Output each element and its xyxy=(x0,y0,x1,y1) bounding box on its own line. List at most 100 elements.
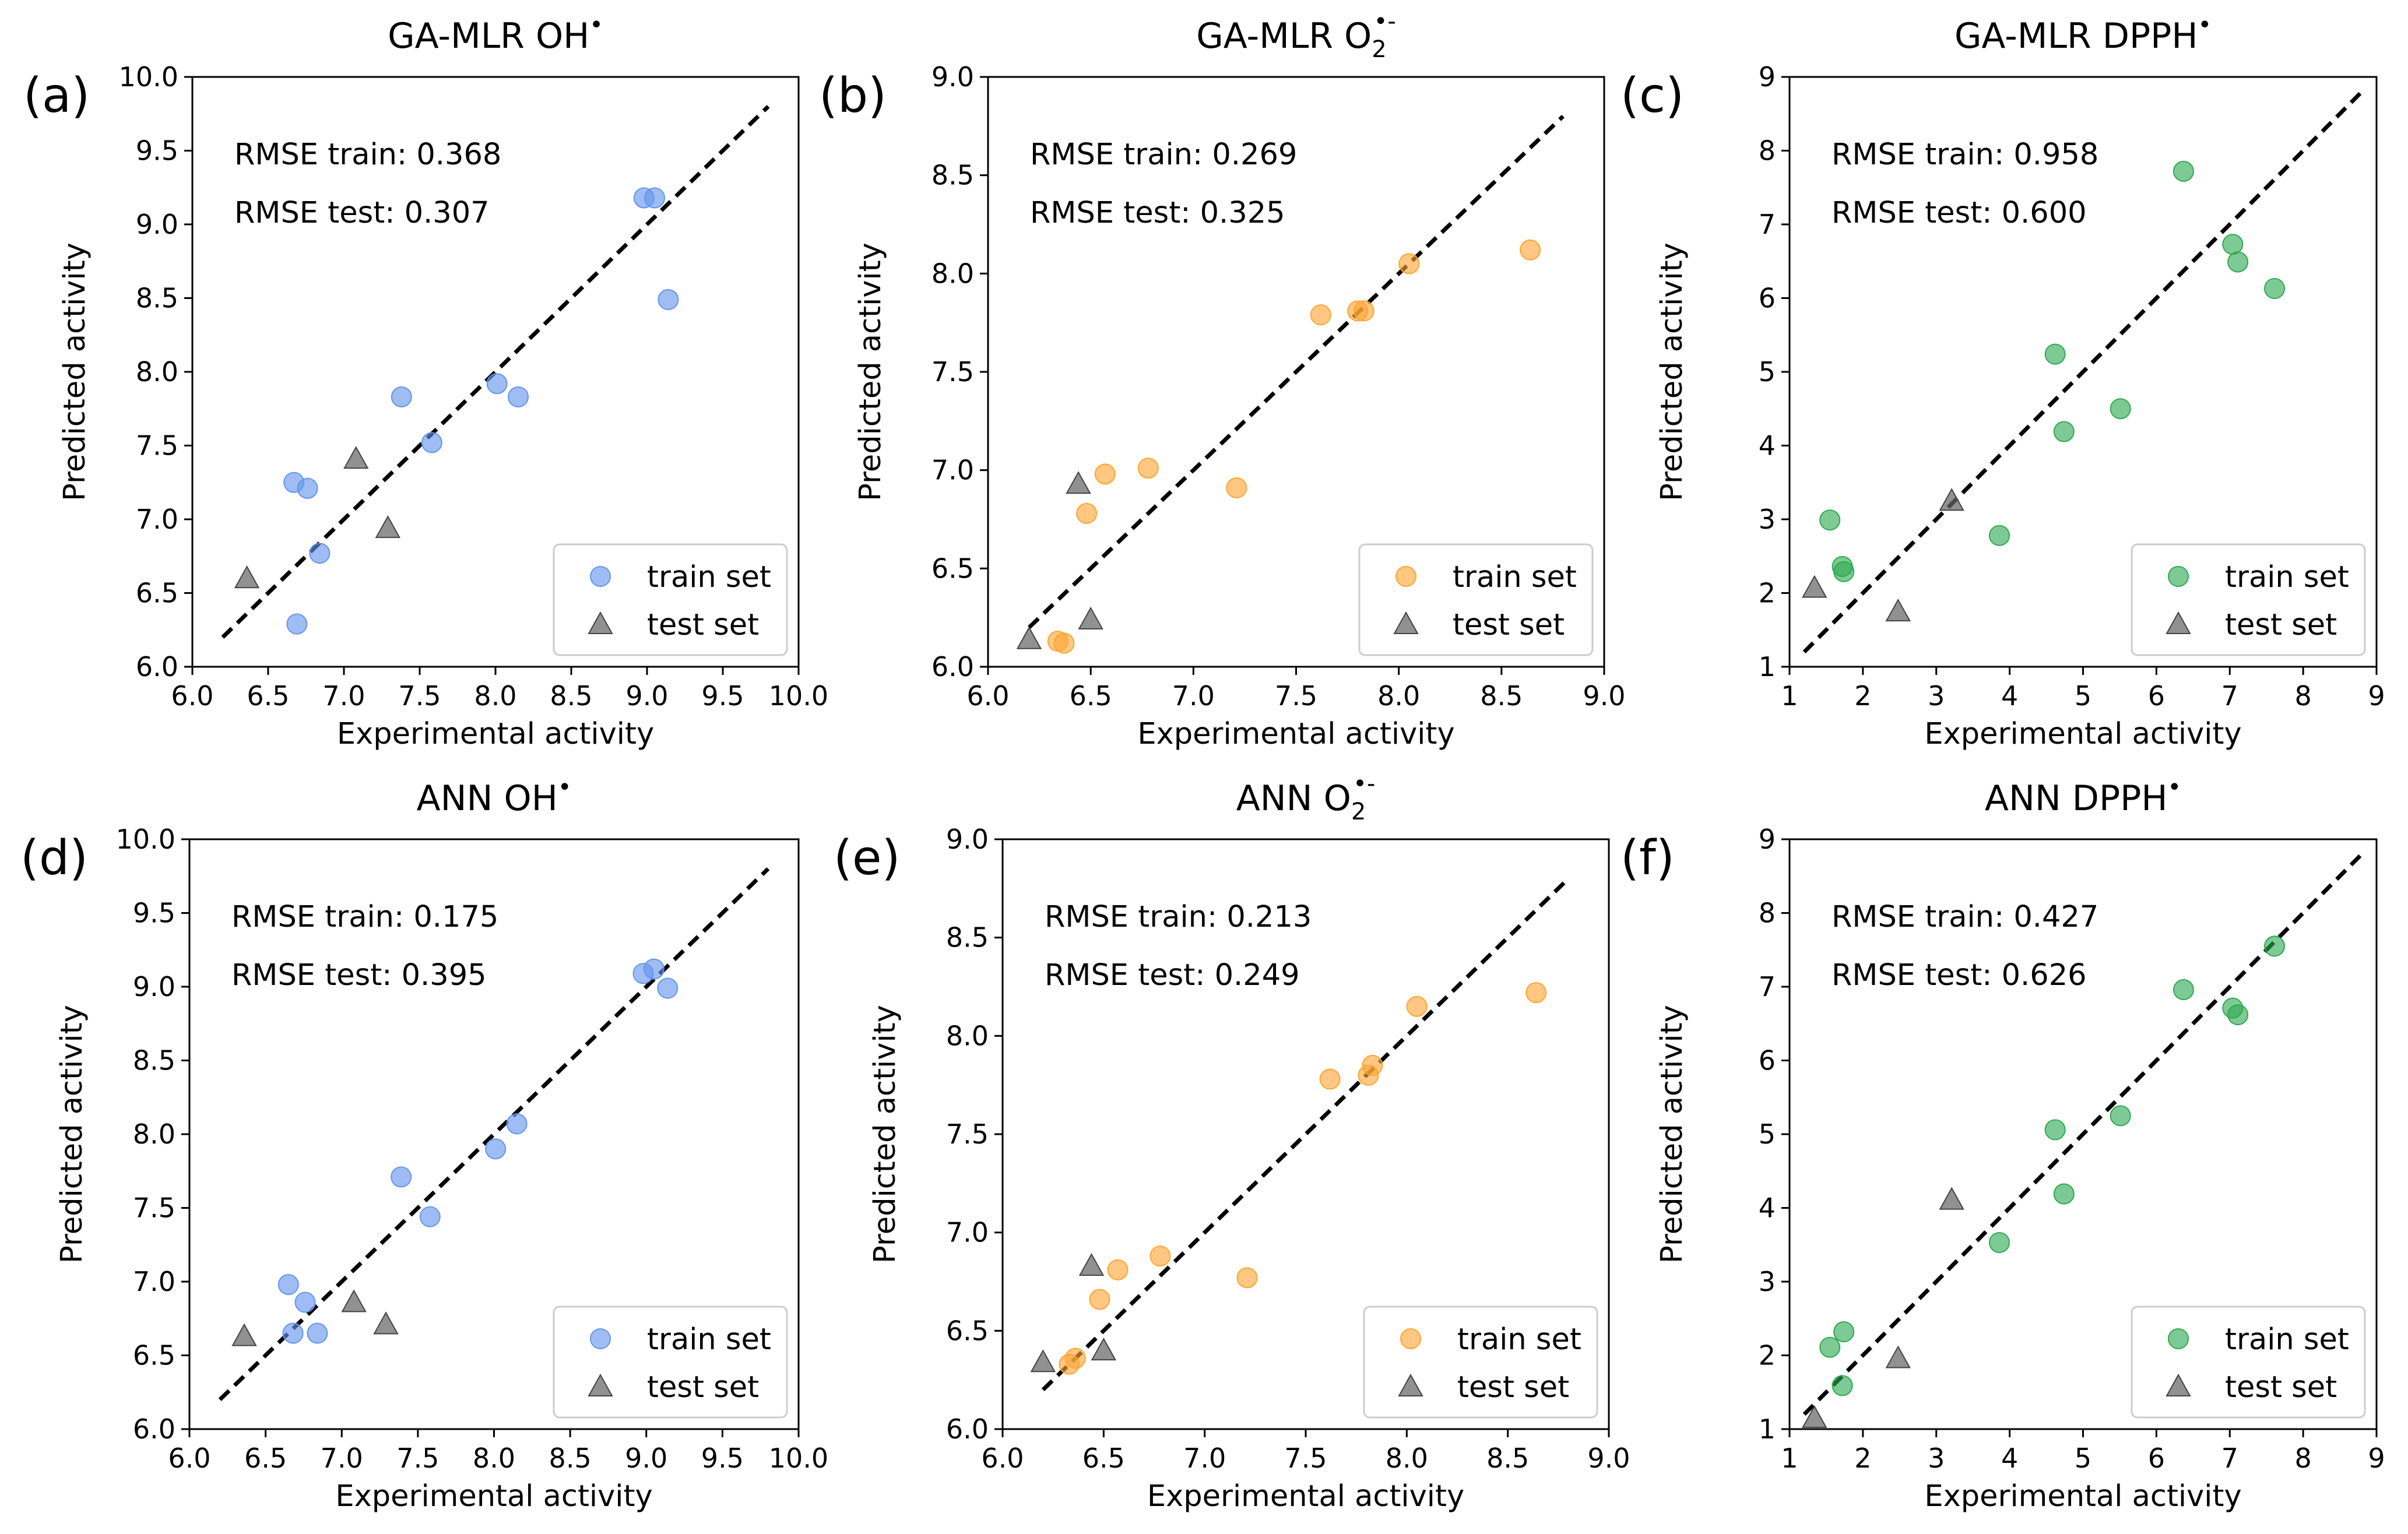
x-tick-label: 7 xyxy=(2221,680,2238,712)
y-tick-label: 8.0 xyxy=(946,1020,989,1051)
y-tick-label: 4 xyxy=(1759,430,1776,462)
x-tick-label: 8.5 xyxy=(1480,680,1523,712)
x-tick-label: 7.5 xyxy=(396,1442,439,1474)
legend-marker-train xyxy=(1395,566,1416,587)
panel-letter: (b) xyxy=(819,68,887,124)
panel-title: ANN O2•- xyxy=(1236,770,1376,825)
x-tick-label: 7.5 xyxy=(1275,680,1317,712)
y-tick-label: 9.0 xyxy=(931,61,974,93)
title-superscript: •- xyxy=(1353,770,1375,797)
y-tick-label: 5 xyxy=(1759,356,1776,388)
y-tick-label: 8.0 xyxy=(931,258,974,289)
train-point xyxy=(1094,463,1116,485)
train-point xyxy=(485,1138,507,1160)
test-point xyxy=(1802,575,1827,598)
legend-marker-test xyxy=(588,1373,613,1396)
train-point xyxy=(2053,421,2075,442)
x-tick-label: 9.0 xyxy=(625,1442,667,1474)
train-point xyxy=(1832,1375,1853,1396)
test-point xyxy=(1016,626,1042,649)
x-tick-label: 6.0 xyxy=(981,1442,1024,1474)
x-axis-label: Experimental activity xyxy=(1137,717,1454,751)
x-tick-label: 1 xyxy=(1781,1442,1798,1474)
train-point xyxy=(1989,1232,2010,1253)
test-point xyxy=(1078,1252,1105,1276)
legend-marker-test xyxy=(2166,611,2191,634)
x-tick-label: 8.0 xyxy=(474,680,516,712)
y-tick-label: 6.0 xyxy=(133,1413,175,1445)
y-tick-label: 8.5 xyxy=(931,160,974,191)
test-point xyxy=(1802,1405,1827,1429)
legend-label: test set xyxy=(647,608,759,642)
test-point xyxy=(343,446,369,469)
legend-marker-test xyxy=(588,611,613,634)
train-point xyxy=(2222,234,2244,255)
y-tick-label: 9 xyxy=(1759,824,1776,855)
legend-marker-test xyxy=(2166,1373,2191,1396)
train-point xyxy=(486,373,508,395)
y-tick-label: 9.0 xyxy=(133,971,175,1002)
y-tick-label: 9.0 xyxy=(136,209,178,240)
x-tick-label: 8.0 xyxy=(473,1442,515,1474)
train-point xyxy=(1226,477,1247,499)
title-subscript: 2 xyxy=(1372,36,1386,63)
rmse-train-label: RMSE train: 0.368 xyxy=(234,138,501,172)
x-tick-label: 10.0 xyxy=(769,680,828,712)
x-tick-label: 9.5 xyxy=(701,680,744,712)
x-tick-label: 4 xyxy=(2001,1442,2018,1474)
legend-marker-train xyxy=(2168,1328,2189,1349)
y-tick-label: 3 xyxy=(1759,1266,1776,1297)
y-tick-label: 6.5 xyxy=(136,578,178,609)
y-tick-label: 9.5 xyxy=(136,135,178,167)
panel-title: GA-MLR DPPH• xyxy=(1954,12,2212,57)
legend-box xyxy=(1358,543,1594,656)
train-point xyxy=(1520,239,1541,261)
y-axis-label: Predicted activity xyxy=(853,242,888,501)
train-point xyxy=(1310,304,1331,326)
x-axis-label: Experimental activity xyxy=(337,717,654,751)
y-tick-label: 3 xyxy=(1759,504,1776,535)
x-tick-label: 7.0 xyxy=(322,680,365,712)
x-tick-label: 9 xyxy=(2368,1442,2385,1474)
y-tick-label: 7.0 xyxy=(931,455,974,486)
train-point xyxy=(1819,509,1841,531)
train-point xyxy=(1362,1054,1383,1076)
train-point xyxy=(1236,1267,1258,1289)
y-tick-label: 8 xyxy=(1759,135,1776,167)
y-tick-label: 4 xyxy=(1759,1192,1776,1224)
legend-label: test set xyxy=(647,1370,759,1405)
x-tick-label: 7.0 xyxy=(1172,680,1215,712)
x-tick-label: 9.0 xyxy=(625,680,668,712)
panel-title: GA-MLR O2•- xyxy=(1196,8,1396,63)
train-point xyxy=(1989,525,2010,546)
rmse-train-label: RMSE train: 0.213 xyxy=(1045,900,1312,934)
train-point xyxy=(657,977,679,999)
y-tick-label: 9.0 xyxy=(946,824,989,855)
title-superscript: • xyxy=(2167,774,2181,801)
title-main: GA-MLR O xyxy=(1196,16,1372,57)
legend-label: train set xyxy=(1457,1322,1581,1357)
panel-title: GA-MLR OH• xyxy=(388,12,603,57)
legend-marker-train xyxy=(590,566,611,587)
y-tick-label: 7.0 xyxy=(133,1266,175,1297)
x-tick-label: 6.5 xyxy=(1082,1442,1125,1474)
train-point xyxy=(2173,160,2194,182)
x-tick-label: 8 xyxy=(2294,1442,2311,1474)
x-axis-label: Experimental activity xyxy=(1147,1479,1464,1514)
panel-letter: (e) xyxy=(834,831,900,886)
y-tick-label: 2 xyxy=(1759,578,1776,609)
test-point xyxy=(1885,599,1911,622)
y-tick-label: 6 xyxy=(1759,1045,1776,1076)
rmse-train-label: RMSE train: 0.269 xyxy=(1030,138,1297,172)
y-tick-label: 7.5 xyxy=(133,1192,175,1224)
train-point xyxy=(658,289,679,311)
legend-label: train set xyxy=(1453,560,1577,594)
test-point xyxy=(375,515,401,539)
identity-line xyxy=(1028,114,1565,629)
train-point xyxy=(1064,1347,1086,1369)
x-tick-label: 10.0 xyxy=(769,1442,828,1474)
test-point xyxy=(1066,471,1091,494)
y-tick-label: 9 xyxy=(1759,61,1776,93)
y-tick-label: 7 xyxy=(1759,209,1776,240)
x-tick-label: 7.5 xyxy=(398,680,441,712)
